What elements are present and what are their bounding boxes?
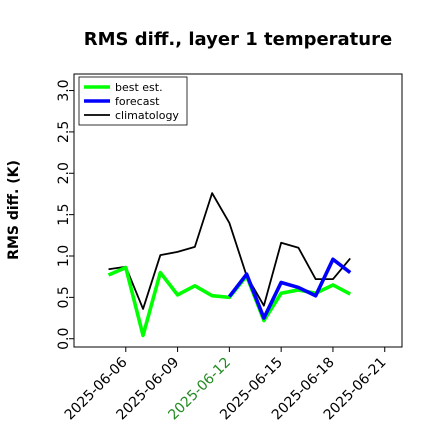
y-tick-label: 2.5 [56,121,72,143]
y-tick-label: 3.0 [56,79,72,101]
series-line-forecast [227,257,352,320]
plot-area [73,73,403,348]
series-layer [107,192,352,338]
series-line-climatology [108,192,351,310]
y-tick-label: 1.5 [56,204,72,226]
y-axis: 0.0 0.5 1.0 1.5 2.0 2.5 3.0 [56,79,74,350]
legend-label: best est. [115,81,163,94]
y-tick-label: 0.0 [56,328,72,350]
y-axis-label: RMS diff. (K) [6,160,22,260]
chart-title: RMS diff., layer 1 temperature [84,29,392,50]
y-tick-label: 0.5 [56,286,72,308]
y-tick-label: 1.0 [56,245,72,267]
x-axis: 2025-06-062025-06-092025-06-122025-06-15… [62,347,390,423]
legend-label: climatology [115,109,179,122]
legend-label: forecast [115,95,160,108]
y-tick-label: 2.0 [56,162,72,184]
